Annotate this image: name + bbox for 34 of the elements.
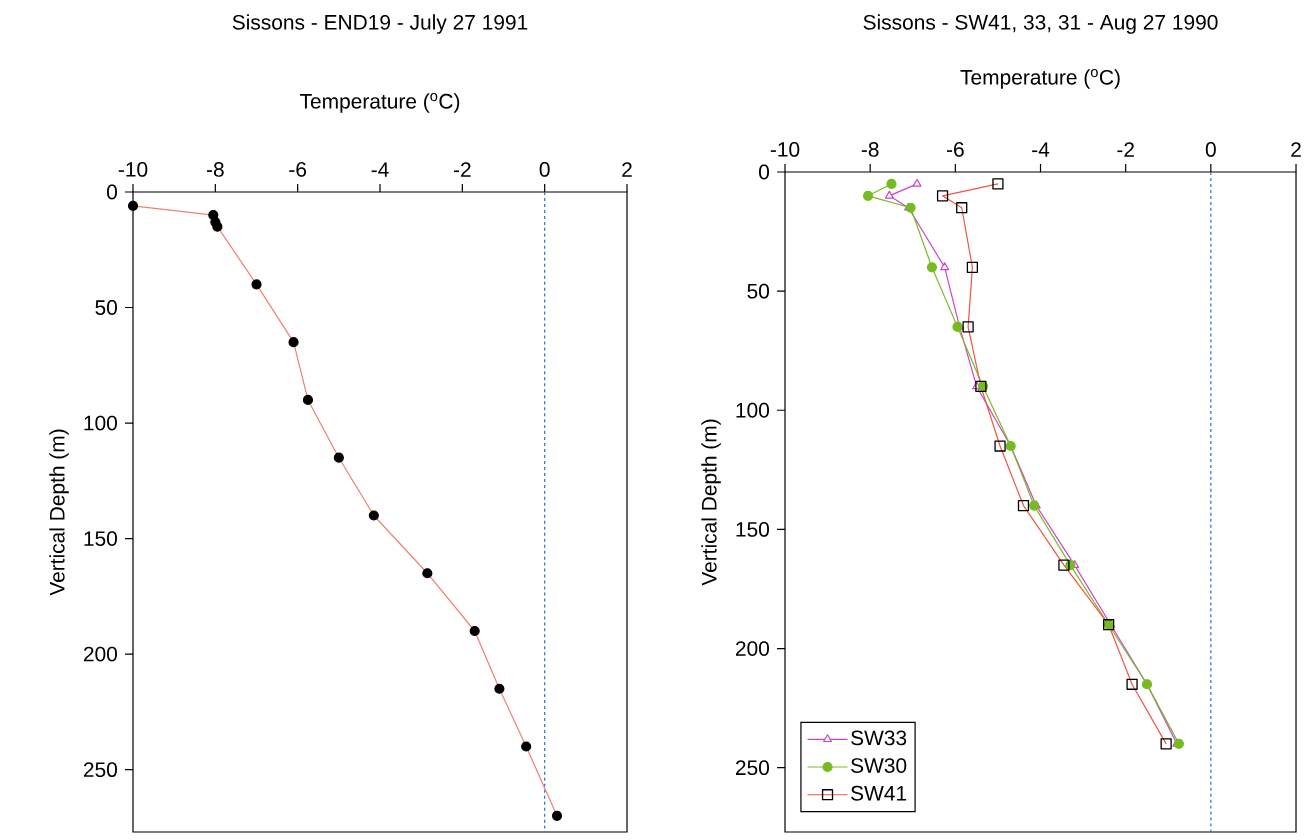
legend-label: SW41 — [851, 785, 907, 801]
x-tick-label: -10 — [770, 142, 800, 157]
x-tick-label: -2 — [1117, 142, 1134, 157]
chart-title: Sissons - SW41, 33, 31 - Aug 27 1990 — [863, 14, 1218, 34]
x-tick-label: -8 — [206, 162, 224, 177]
x-tick-label: 2 — [622, 162, 632, 177]
legend-label: SW30 — [851, 758, 907, 773]
y-tick-label: 200 — [735, 641, 770, 656]
y-tick-label: 150 — [736, 522, 770, 537]
x-tick-label: 0 — [539, 162, 550, 177]
y-tick-label: 100 — [736, 402, 770, 418]
y-tick-label: 200 — [83, 646, 117, 662]
x-tick-label: -10 — [118, 162, 148, 177]
x-axis-title: Temperature ($^{o}$C) — [300, 93, 460, 113]
y-axis-title: Vertical Depth (m) — [49, 429, 69, 596]
x-tick-label: -6 — [289, 162, 307, 177]
y-axis-title: Vertical Depth (m) — [701, 419, 721, 586]
y-tick-label: 150 — [84, 531, 117, 546]
x-tick-label: -2 — [453, 162, 471, 177]
x-tick-label: -4 — [371, 162, 389, 177]
x-tick-label: -4 — [1032, 142, 1050, 157]
y-tick-label: 250 — [83, 762, 117, 778]
y-tick-label: 0 — [107, 184, 117, 200]
y-tick-label: 100 — [84, 415, 117, 431]
y-tick-label: 250 — [735, 760, 770, 776]
x-tick-label: 2 — [1291, 142, 1301, 157]
chart-title: Sissons - END19 - July 27 1991 — [232, 14, 528, 34]
legend-label: SW33 — [851, 730, 907, 746]
y-tick-label: 50 — [95, 300, 117, 315]
y-tick-label: 50 — [747, 283, 770, 299]
x-axis-title: Temperature ($^{o}$C) — [960, 69, 1120, 89]
x-tick-label: -6 — [946, 142, 964, 157]
x-tick-label: 0 — [1205, 142, 1216, 157]
x-tick-label: -8 — [861, 142, 879, 157]
